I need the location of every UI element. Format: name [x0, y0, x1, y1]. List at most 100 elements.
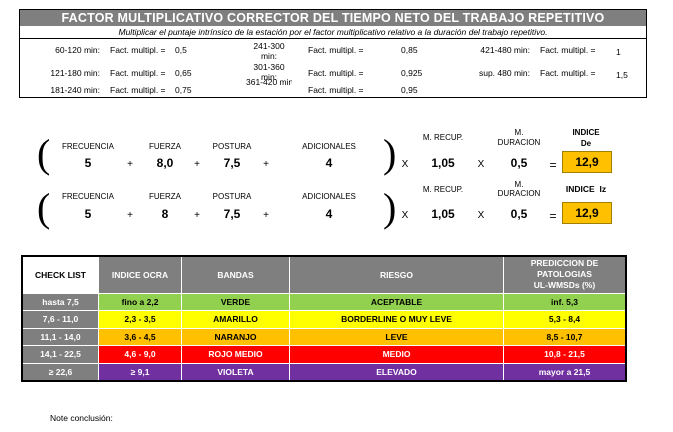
factor-label: Fact. multipl. =: [540, 68, 596, 78]
adicionales-value: 4: [325, 156, 333, 170]
factor-table: FACTOR MULTIPLICATIVO CORRECTOR DEL TIEM…: [19, 9, 647, 98]
row-indice-ocra: 3,6 - 4,5: [98, 327, 182, 346]
row-riesgo: MEDIO: [289, 345, 504, 364]
fuerza-label: FUERZA: [149, 192, 181, 201]
plus-op: +: [263, 210, 269, 221]
open-paren: (: [37, 131, 51, 176]
fuerza-value: 8: [161, 207, 169, 221]
factor-table-subtitle: Multiplicar el puntaje intrínsico de la …: [20, 26, 646, 39]
factor-range: 421-480 min:: [480, 45, 530, 55]
row-banda: AMARILLO: [181, 310, 290, 329]
frecuencia-value: 5: [84, 207, 92, 221]
table-row: 14,1 - 22,5 4,6 - 9,0 ROJO MEDIO MEDIO 10,8 …: [21, 345, 627, 364]
factor-label: Fact. multipl. =: [110, 68, 166, 78]
row-check-list: 14,1 - 22,5: [21, 345, 99, 364]
postura-label: POSTURA: [212, 192, 252, 201]
close-paren: ): [383, 131, 397, 176]
factor-range: 60-120 min:: [55, 45, 100, 55]
equals-op: =: [549, 209, 557, 223]
factor-range: 181-240 min:: [50, 85, 100, 95]
m-duracion-label-1: M.: [514, 128, 524, 137]
row-indice-ocra: 4,6 - 9,0: [98, 345, 182, 364]
plus-op: +: [263, 159, 269, 170]
header-indice-ocra: INDICE OCRA: [98, 255, 182, 294]
close-paren: ): [383, 185, 397, 230]
factor-label: Fact. multipl. =: [308, 85, 364, 95]
plus-op: +: [194, 159, 200, 170]
header-bandas: BANDAS: [181, 255, 290, 294]
factor-label: Fact. multipl. =: [540, 45, 596, 55]
header-prediccion-line: PATOLOGIAS: [537, 269, 592, 280]
indice-label: INDICE Iz: [565, 184, 607, 194]
times-op: X: [401, 210, 409, 221]
plus-op: +: [127, 210, 133, 221]
factor-value: 0,5: [175, 45, 187, 55]
header-prediccion: PREDICCION DE PATOLOGIAS UL-WMSDs (%): [503, 255, 627, 294]
row-check-list: ≥ 22,6: [21, 362, 99, 381]
header-prediccion-line: UL-WMSDs (%): [533, 280, 596, 291]
header-check-list: CHECK LIST: [21, 255, 99, 294]
factor-value: 0,75: [175, 85, 192, 95]
factor-label: Fact. multipl. =: [308, 68, 364, 78]
indice-value: 12,9: [562, 151, 612, 173]
equals-op: =: [549, 158, 557, 172]
row-indice-ocra: 2,3 - 3,5: [98, 310, 182, 329]
table-row: 11,1 - 14,0 3,6 - 4,5 NARANJO LEVE 8,5 - 10,…: [21, 327, 627, 346]
row-prediccion: mayor a 21,5: [503, 362, 627, 381]
fuerza-label: FUERZA: [149, 142, 181, 151]
factor-label: Fact. multipl. =: [110, 45, 166, 55]
plus-op: +: [127, 159, 133, 170]
factor-label: Fact. multipl. =: [308, 45, 364, 55]
m-duracion-value: 0,5: [510, 156, 528, 170]
indice-label: INDICE: [572, 128, 600, 137]
row-riesgo: ELEVADO: [289, 362, 504, 381]
fuerza-value: 8,0: [156, 156, 174, 170]
postura-label: POSTURA: [212, 142, 252, 151]
factor-value: 1: [616, 47, 621, 57]
factor-range: 241-300 min:: [253, 41, 285, 61]
frecuencia-label: FRECUENCIA: [61, 142, 114, 151]
row-riesgo: ACEPTABLE: [289, 292, 504, 311]
frecuencia-value: 5: [84, 156, 92, 170]
factor-value: 0,65: [175, 68, 192, 78]
factor-value: 0,95: [401, 85, 418, 95]
m-recup-label: M. RECUP.: [422, 133, 464, 142]
row-banda: NARANJO: [181, 327, 290, 346]
factor-value: 0,925: [401, 68, 423, 78]
row-banda: VERDE: [181, 292, 290, 311]
m-recup-value: 1,05: [431, 156, 455, 170]
factor-value: 1,5: [616, 70, 628, 80]
note-conclusion: Note conclusión:: [50, 413, 113, 423]
plus-op: +: [194, 210, 200, 221]
m-duracion-value: 0,5: [510, 207, 528, 221]
row-banda: ROJO MEDIO: [181, 345, 290, 364]
row-check-list: 11,1 - 14,0: [21, 327, 99, 346]
checklist-table: CHECK LIST INDICE OCRA BANDAS RIESGO PRE…: [21, 255, 627, 382]
adicionales-label: ADICIONALES: [302, 192, 356, 201]
m-duracion-label-2: DURACION: [497, 138, 541, 147]
factor-range: 361-420 min:: [246, 79, 292, 85]
times-op: X: [477, 159, 485, 170]
row-prediccion: inf. 5,3: [503, 292, 627, 311]
postura-value: 7,5: [223, 207, 241, 221]
factor-range: 121-180 min:: [50, 68, 100, 78]
times-op: X: [401, 159, 409, 170]
table-row: hasta 7,5 fino a 2,2 VERDE ACEPTABLE inf. 5,…: [21, 292, 627, 311]
m-duracion-label-2: DURACION: [497, 189, 541, 198]
row-indice-ocra: ≥ 9,1: [98, 362, 182, 381]
table-row: 7,6 - 11,0 2,3 - 3,5 AMARILLO BORDERLINE O …: [21, 310, 627, 329]
row-check-list: 7,6 - 11,0: [21, 310, 99, 329]
row-prediccion: 5,3 - 8,4: [503, 310, 627, 329]
row-indice-ocra: fino a 2,2: [98, 292, 182, 311]
factor-range: 301-360 min:: [253, 62, 285, 82]
row-prediccion: 10,8 - 21,5: [503, 345, 627, 364]
m-recup-value: 1,05: [431, 207, 455, 221]
header-riesgo: RIESGO: [289, 255, 504, 294]
row-banda: VIOLETA: [181, 362, 290, 381]
table-row: ≥ 22,6 ≥ 9,1 VIOLETA ELEVADO mayor a 21,5: [21, 362, 627, 381]
checklist-body: hasta 7,5 fino a 2,2 VERDE ACEPTABLE inf. 5,…: [21, 292, 627, 381]
row-riesgo: LEVE: [289, 327, 504, 346]
indice-value: 12,9: [562, 202, 612, 224]
indice-side-label: De: [580, 139, 592, 148]
times-op: X: [477, 210, 485, 221]
